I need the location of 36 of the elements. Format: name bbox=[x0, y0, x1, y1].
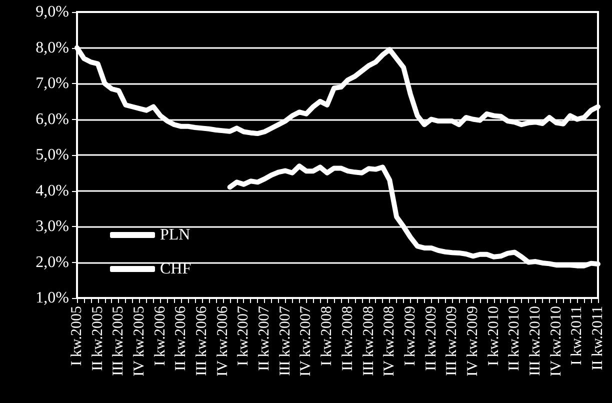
x-tick-label: II kw.2009 bbox=[423, 306, 440, 371]
x-tick-label: II kw.2005 bbox=[90, 306, 106, 371]
x-tick-label: II kw.2010 bbox=[506, 306, 523, 371]
x-tick-label: IV kw.2010 bbox=[548, 306, 564, 376]
y-tick-label: 9,0% bbox=[36, 4, 69, 20]
y-tick-label: 1,0% bbox=[36, 290, 69, 306]
x-tick-label: II kw.2008 bbox=[340, 306, 356, 371]
x-tick-label: I kw.2007 bbox=[236, 306, 252, 366]
y-tick-label: 8,0% bbox=[36, 39, 69, 56]
x-tick-label: III kw.2008 bbox=[360, 306, 377, 376]
x-tick-label: II kw.2007 bbox=[256, 306, 273, 371]
x-tick-label: I kw.2008 bbox=[319, 306, 336, 366]
x-tick-label: I kw.2011 bbox=[569, 306, 586, 366]
x-tick-label: I kw.2010 bbox=[486, 306, 502, 366]
x-tick-label: IV kw.2008 bbox=[382, 306, 398, 376]
x-tick-label: II kw.2011 bbox=[590, 306, 606, 370]
y-tick-label: 4,0% bbox=[36, 182, 69, 200]
x-tick-label: IV kw.2009 bbox=[464, 306, 481, 376]
x-tick-label: IV kw.2007 bbox=[298, 306, 314, 376]
y-tick-label: 5,0% bbox=[36, 146, 69, 164]
y-tick-label: 6,0% bbox=[36, 110, 69, 128]
x-tick-label: III kw.2010 bbox=[527, 306, 544, 376]
x-tick-label: IV kw.2006 bbox=[214, 306, 231, 376]
x-tick-label: I kw.2005 bbox=[69, 306, 85, 366]
x-tick-label: III kw.2007 bbox=[277, 306, 294, 376]
y-tick-label: 3,0% bbox=[36, 218, 69, 235]
x-tick-label: IV kw.2005 bbox=[132, 306, 148, 376]
x-tick-label: I kw.2009 bbox=[402, 306, 418, 366]
x-tick-label: III kw.2005 bbox=[110, 306, 127, 376]
x-tick-label: III kw.2006 bbox=[194, 306, 210, 376]
legend-label: PLN bbox=[160, 226, 191, 244]
x-tick-label: I kw.2006 bbox=[152, 306, 168, 366]
y-tick-label: 2,0% bbox=[36, 254, 69, 271]
x-tick-label: II kw.2006 bbox=[173, 306, 190, 371]
x-tick-label: III kw.2009 bbox=[444, 306, 460, 376]
y-tick-label: 7,0% bbox=[36, 75, 69, 92]
